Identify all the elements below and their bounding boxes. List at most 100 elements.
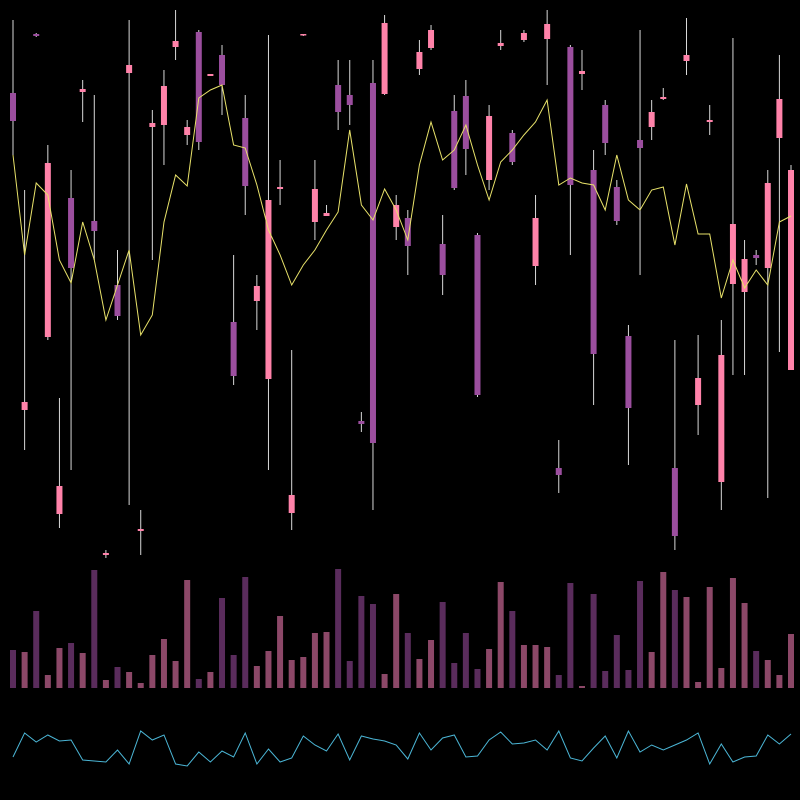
candle-body [288,495,295,513]
volume-bar [462,633,469,688]
volume-bar [474,669,481,688]
candle-body [195,32,202,142]
candle-body [114,285,121,316]
volume-bar [567,583,574,688]
candle-body [242,118,249,186]
volume-bar [323,632,330,688]
candle-body [137,529,144,531]
candle-body [369,83,376,443]
volume-bar [311,633,318,688]
volume-bar [68,643,75,688]
volume-bar [114,667,121,688]
volume-bar [509,611,516,688]
volume-bar [602,671,609,688]
candle-body [590,170,597,354]
volume-bar [788,634,794,688]
volume-bar [764,660,771,688]
volume-bar [520,645,527,688]
volume-bar [265,651,272,688]
candle-body [300,34,307,36]
volume-bar [660,572,667,688]
candle-body [497,43,504,46]
candle-body [683,55,690,61]
volume-bar [288,660,295,688]
candle-body [625,336,632,408]
volume-bar [230,655,237,688]
candle-body [160,86,167,125]
volume-bar [637,581,644,688]
candle-body [172,41,179,47]
candle-body [207,74,214,76]
candle-body [602,105,609,143]
candle-body [695,378,702,405]
candle-body [671,468,678,536]
volume-bar [195,679,202,688]
volume-bar [277,616,284,688]
candle-body [126,65,133,73]
volume-bar [555,675,562,688]
volume-bar [718,668,725,688]
volume-bar [544,647,551,688]
candle-body [544,24,551,39]
volume-bar [79,653,86,688]
candle-body [648,112,655,127]
candle-body [358,421,365,424]
volume-bar [137,683,144,688]
volume-bar [416,659,423,688]
volume-bar [486,649,493,688]
volume-bar [219,598,226,688]
candle-body [68,198,75,268]
candle-body [33,34,40,36]
volume-bar [497,582,504,688]
candle-body [729,224,736,284]
volume-bar [207,672,214,688]
indicator-line [12,84,792,337]
candle-body [520,33,527,40]
volume-bar [10,650,16,688]
candle-body [439,244,446,275]
volume-bar [300,657,307,688]
volume-bar [532,645,539,688]
candle-body [613,187,620,221]
candle-body [706,120,713,122]
volume-bar [753,651,760,688]
volume-bar [102,680,109,688]
candle-body [567,47,574,185]
candle-body [393,205,400,227]
volume-bar [706,587,713,688]
candle-body [764,183,771,268]
candle-body [184,127,191,135]
candle-body [21,402,28,410]
candle-body [637,140,644,148]
candle-body [660,97,667,99]
volume-bar [335,569,342,688]
candle-body [555,468,562,475]
candle-body [265,200,272,379]
volume-bar [91,570,98,688]
candle-body [788,170,794,370]
candle-body [56,486,63,514]
volume-bar [625,670,632,688]
volume-bar [346,661,353,688]
volume-bar [242,577,249,688]
volume-bar [439,602,446,688]
volume-bar [33,611,40,688]
candle-body [323,213,330,216]
volume-bar [358,596,365,688]
candle-body [311,189,318,222]
candle-body [741,259,748,292]
candle-body [474,235,481,395]
candle-body [10,93,16,121]
volume-bar [369,604,376,688]
volume-bar [648,652,655,688]
volume-bar [184,580,191,688]
candle-body [79,89,86,92]
candle-body [462,96,469,149]
volume-bar [578,686,585,688]
candle-body [532,218,539,266]
volume-bar [56,648,63,688]
candle-body [149,123,156,127]
volume-bar [683,597,690,688]
